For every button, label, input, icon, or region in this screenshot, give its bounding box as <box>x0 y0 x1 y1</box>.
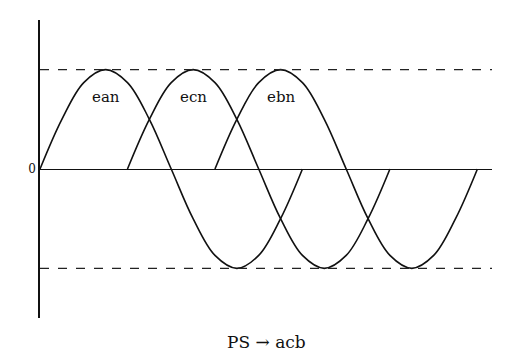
svg-text:ean: ean <box>92 88 120 106</box>
svg-text:ebn: ebn <box>267 88 295 106</box>
svg-text:ecn: ecn <box>180 88 207 106</box>
svg-text:0: 0 <box>28 162 36 176</box>
svg-text:PS → acb: PS → acb <box>227 332 306 352</box>
